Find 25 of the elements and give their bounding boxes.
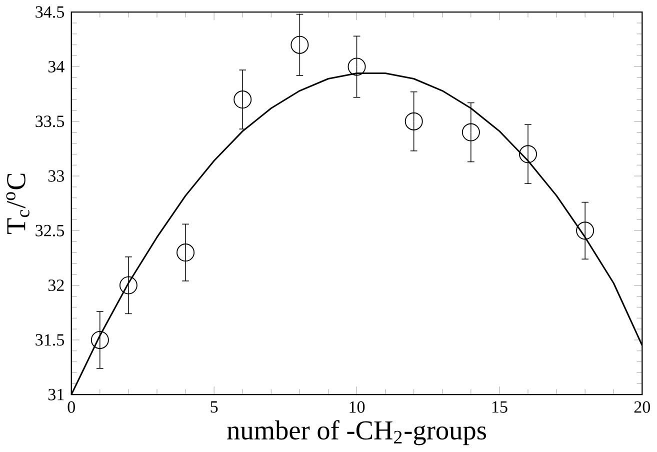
point — [176, 244, 195, 262]
x-tick-label: 10 — [350, 402, 365, 414]
point — [234, 90, 252, 109]
x-tick-label: 5 — [210, 402, 218, 413]
point — [119, 276, 138, 295]
point — [90, 331, 109, 350]
x-tick-label: 0 — [68, 402, 75, 414]
point — [576, 222, 594, 240]
point — [404, 112, 423, 131]
y-tick-label: 34 — [48, 61, 64, 73]
x-axis-title: number of -CH$_{2}$-groups — [227, 420, 486, 446]
x-tick-label: 15 — [492, 402, 508, 413]
y-tick-label: 34.5 — [36, 6, 64, 18]
y-tick-label: 32.5 — [36, 225, 64, 237]
point — [290, 36, 309, 54]
x-tick-label: 20 — [634, 402, 650, 414]
point — [462, 124, 480, 142]
y-tick-label: 33 — [48, 170, 64, 182]
y-tick-label: 33.5 — [36, 116, 64, 128]
y-tick-label: 31 — [48, 389, 64, 401]
y-tick-label: 32 — [48, 280, 64, 292]
y-tick-label: 31.5 — [36, 334, 64, 346]
point — [519, 145, 537, 164]
point — [348, 58, 366, 76]
y-axis-title: T$_{c}$/$^{o}$C — [6, 174, 30, 234]
